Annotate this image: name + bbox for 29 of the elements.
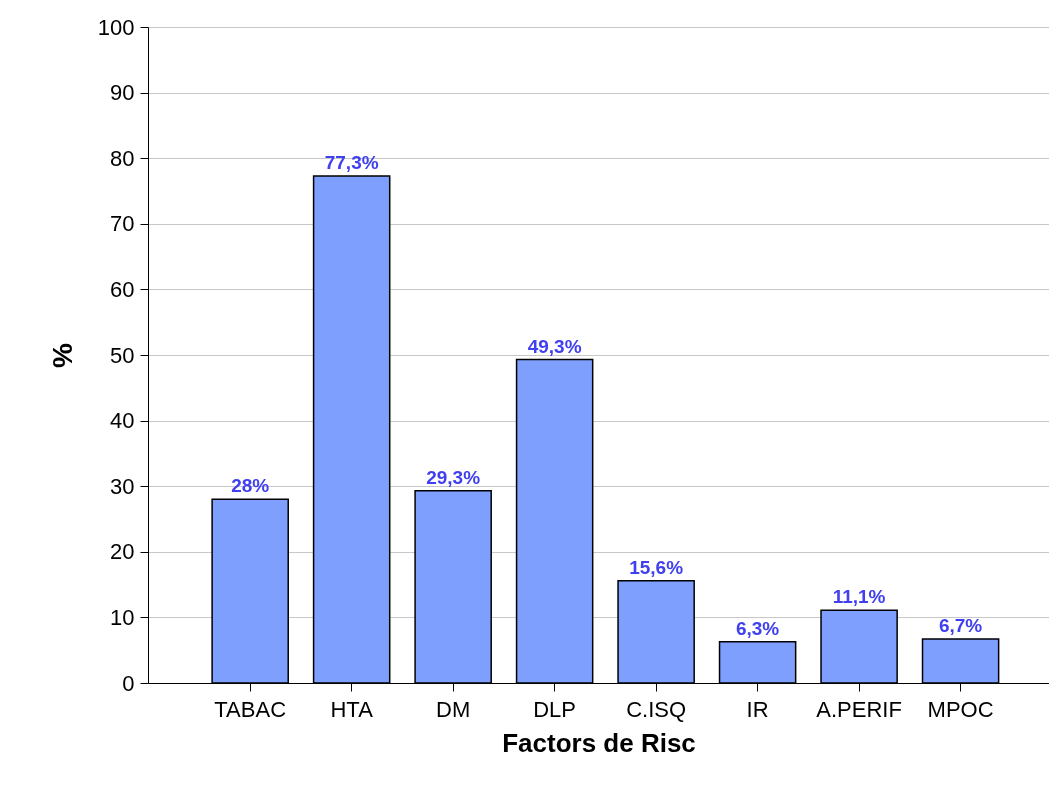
data-label: 11,1% [832, 586, 886, 608]
y-axis-title: % [46, 342, 78, 368]
y-tick-label: 0 [122, 670, 135, 696]
data-label: 6,3% [735, 617, 780, 639]
y-tick-label: 60 [110, 276, 135, 302]
data-label: 28% [231, 475, 270, 497]
y-tick-label: 100 [97, 14, 135, 40]
x-tick-label: DM [436, 696, 471, 722]
y-tick-label: 20 [110, 539, 135, 565]
x-tick-label: DLP [533, 696, 577, 722]
data-label: 15,6% [629, 556, 684, 578]
x-tick-label: A.PERIF [816, 696, 902, 722]
data-label: 6,7% [938, 615, 983, 637]
y-tick-label: 80 [110, 145, 135, 171]
x-tick-label: MPOC [927, 696, 994, 722]
x-tick-label: HTA [330, 696, 374, 722]
y-tick-label: 10 [110, 604, 135, 630]
y-tick-label: 70 [110, 211, 135, 237]
data-label: 29,3% [426, 466, 481, 488]
y-tick-label: 90 [110, 80, 135, 106]
x-tick-label: IR [746, 696, 769, 722]
data-label: 49,3% [527, 335, 582, 357]
data-label: 77,3% [324, 151, 379, 173]
y-tick-label: 40 [110, 408, 135, 434]
x-tick-label: C.ISQ [626, 696, 687, 722]
y-tick-label: 30 [110, 473, 135, 499]
y-tick-label: 50 [110, 342, 135, 368]
x-tick-label: TABAC [214, 696, 287, 722]
x-axis-title: Factors de Risc [502, 727, 696, 758]
